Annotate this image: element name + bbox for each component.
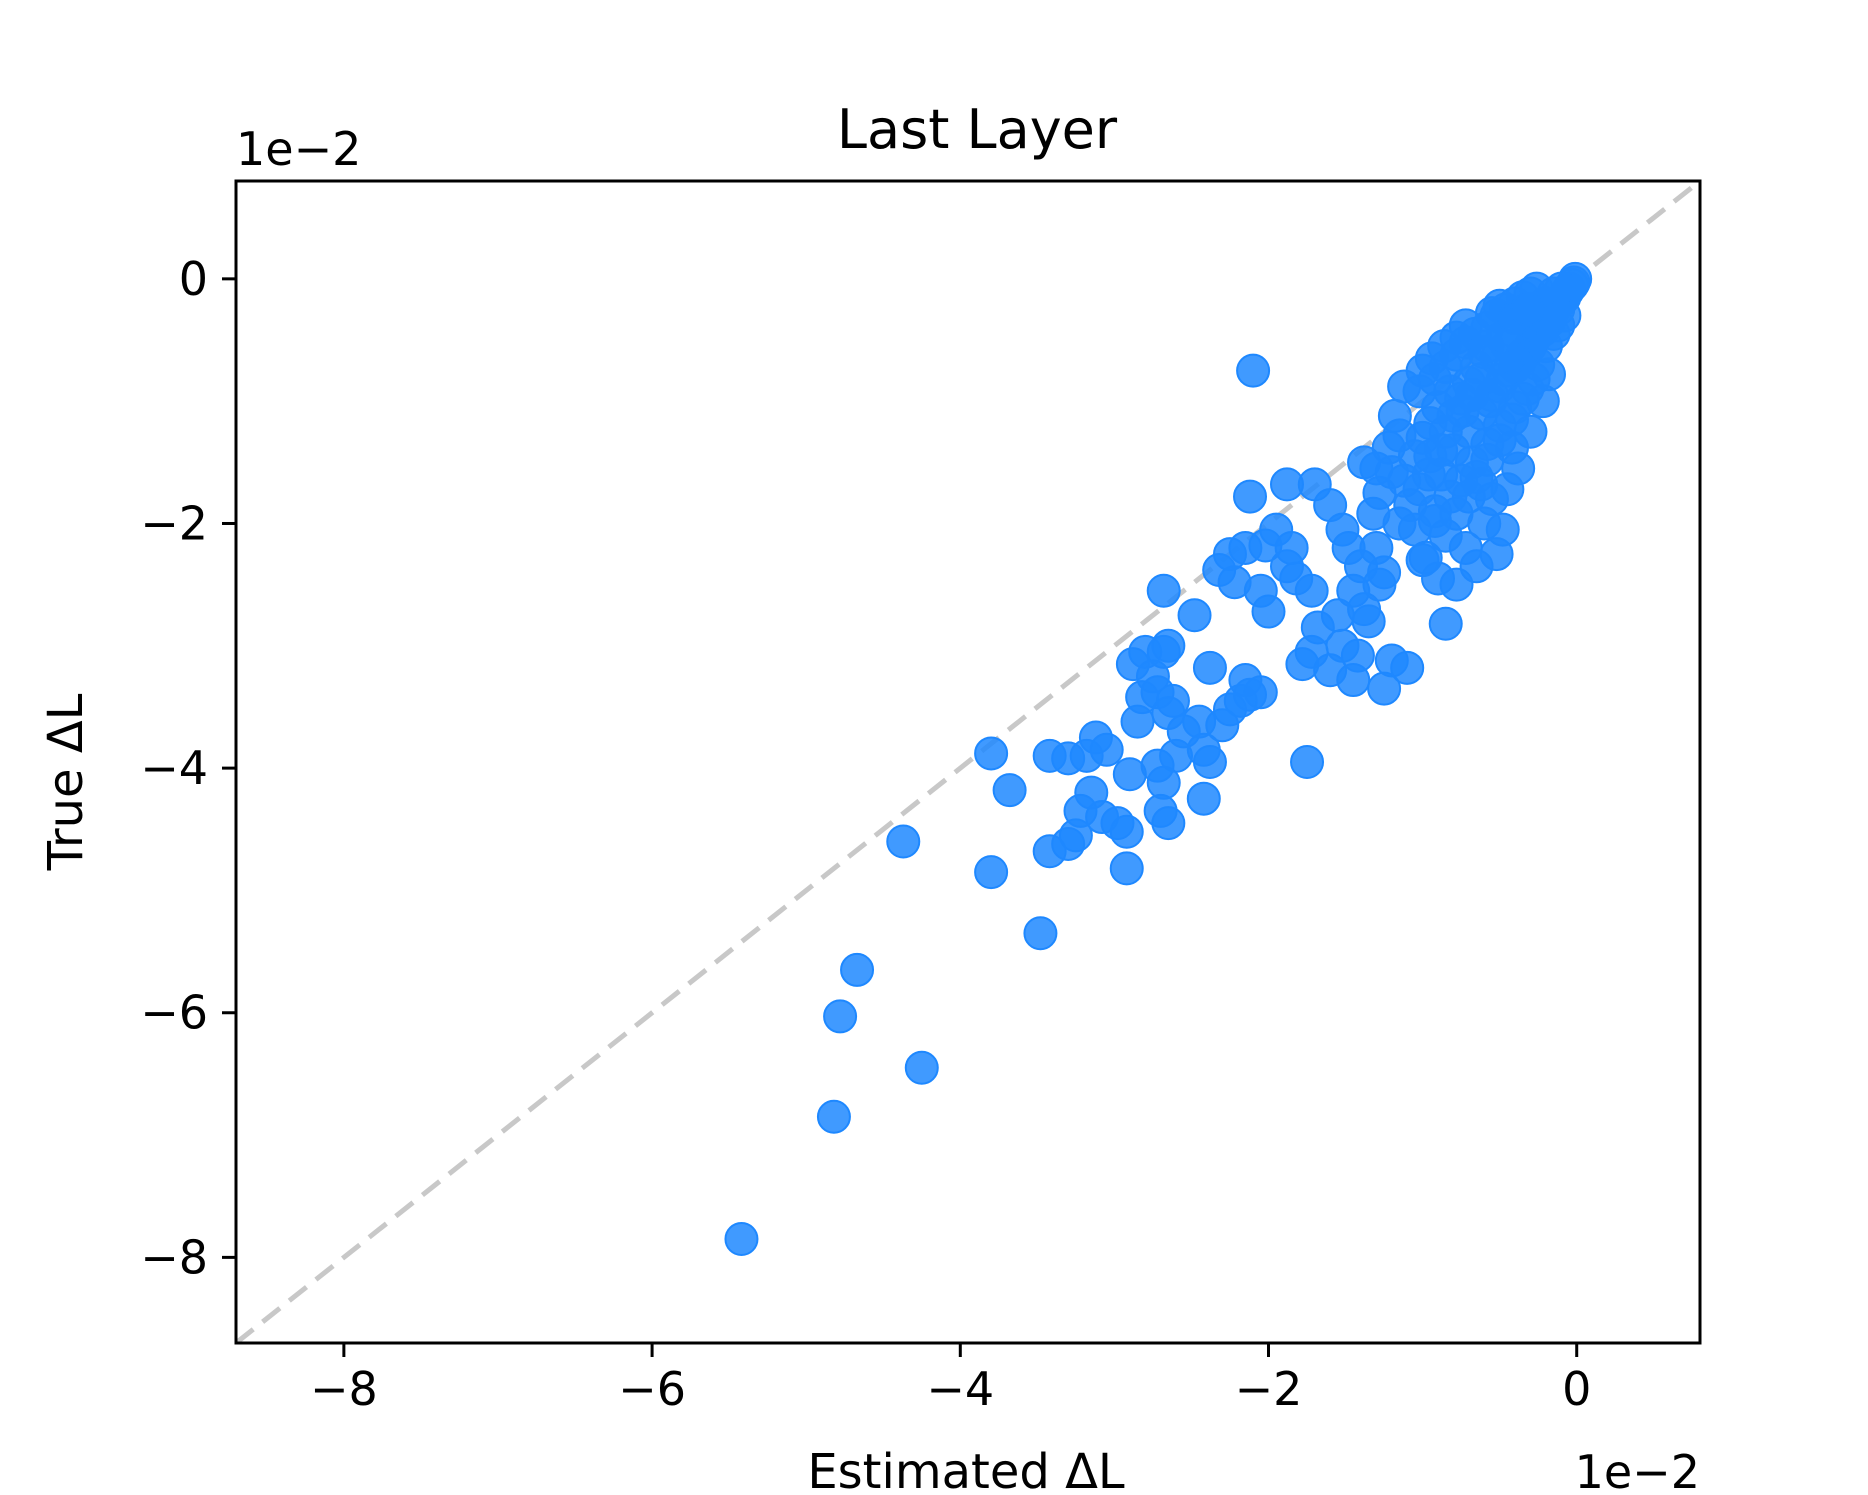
data-point: [992, 773, 1027, 808]
data-point: [1390, 650, 1425, 685]
data-point: [816, 1099, 851, 1134]
data-point: [1405, 543, 1440, 578]
data-point: [1023, 916, 1058, 951]
data-point: [1367, 671, 1402, 706]
y-axis-label: True ΔL: [38, 693, 94, 871]
data-point: [1351, 604, 1386, 639]
data-point: [1109, 814, 1144, 849]
y-tick-label: −6: [140, 986, 208, 1040]
data-point: [1510, 292, 1545, 327]
data-point: [840, 952, 875, 987]
data-point: [1151, 806, 1186, 841]
data-point: [1192, 650, 1227, 685]
data-point: [1356, 496, 1391, 531]
data-point: [1151, 628, 1186, 663]
data-point: [1274, 530, 1309, 565]
data-point: [1140, 748, 1175, 783]
data-point: [1177, 598, 1212, 633]
chart-title: Last Layer: [837, 98, 1118, 161]
data-point: [1109, 851, 1144, 886]
data-point: [1146, 573, 1181, 608]
x-tick-label: 0: [1562, 1362, 1591, 1416]
plot-inner: [236, 181, 1700, 1343]
y-tick-label: −2: [140, 496, 208, 550]
data-point: [1485, 512, 1520, 547]
plot-frame: [234, 179, 1702, 1345]
x-axis-offset-text: 1e−2: [1575, 1445, 1700, 1495]
y-tick-label: 0: [179, 252, 208, 306]
data-point: [1336, 573, 1371, 608]
data-point: [1243, 675, 1278, 710]
reference-line: [236, 181, 1700, 1343]
x-tick-label: −6: [618, 1362, 686, 1416]
y-axis-offset-text: 1e−2: [236, 122, 361, 176]
data-point: [974, 736, 1009, 771]
data-point: [724, 1222, 759, 1257]
data-point: [1516, 362, 1551, 397]
data-point: [1233, 479, 1268, 514]
data-point: [974, 855, 1009, 890]
data-point: [1290, 745, 1325, 779]
data-point: [1269, 467, 1304, 502]
y-tick-label: −4: [140, 741, 208, 795]
x-tick-label: −2: [1235, 1362, 1303, 1416]
x-tick-label: −8: [310, 1362, 378, 1416]
data-point: [904, 1050, 939, 1085]
data-point: [1464, 467, 1499, 502]
data-point: [1377, 398, 1412, 433]
data-point: [1294, 573, 1329, 608]
data-point: [1371, 430, 1406, 465]
data-point: [1547, 298, 1582, 333]
data-point: [1089, 732, 1124, 767]
data-point: [886, 824, 921, 859]
data-point: [1236, 353, 1271, 388]
data-point: [1192, 745, 1227, 779]
data-point: [1405, 353, 1440, 388]
data-point: [1186, 781, 1221, 816]
data-point: [1428, 606, 1463, 641]
x-axis-label: Estimated ΔL: [807, 1444, 1125, 1495]
plot-area: −8 −6 −4 −2 0 0 −2 −4 −6 −8: [140, 179, 1702, 1416]
y-tick-label: −8: [140, 1230, 208, 1284]
data-point: [1340, 638, 1375, 673]
data-point: [1285, 647, 1320, 682]
data-point: [1251, 594, 1286, 629]
data-point: [823, 999, 858, 1034]
data-point: [1433, 374, 1468, 409]
x-tick-label: −4: [926, 1362, 994, 1416]
